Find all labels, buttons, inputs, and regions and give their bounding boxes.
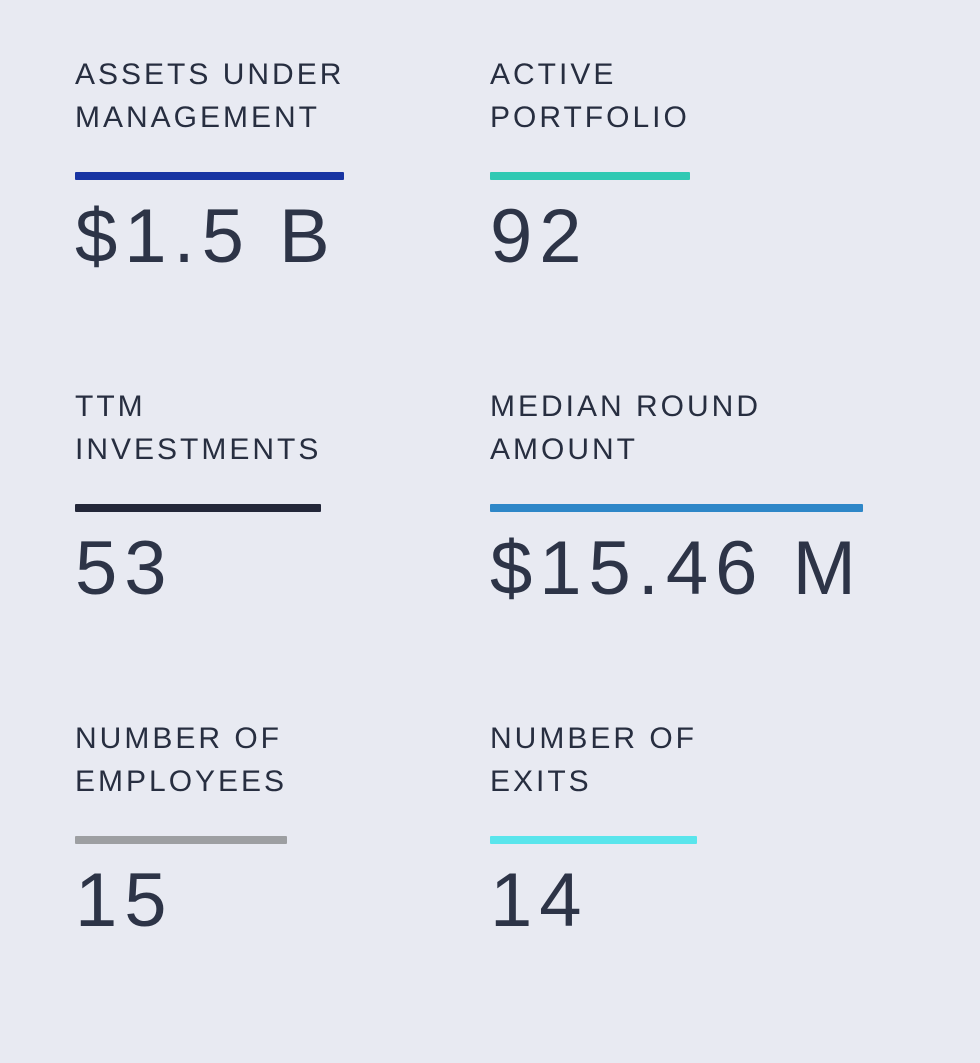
stat-label-line1: ASSETS UNDER [75,58,345,91]
stat-card-number-of-employees: NUMBER OF EMPLOYEES 15 [75,718,288,1050]
stat-label-line2: AMOUNT [490,432,638,466]
stat-label-line1: TTM [75,390,146,423]
stat-value: $15.46 M [490,526,863,612]
stat-label: NUMBER OF EMPLOYEES [75,718,287,803]
stat-accent-divider [75,172,345,181]
stat-label: TTM INVESTMENTS [75,386,321,471]
stat-label-line1: ACTIVE [490,58,617,91]
stat-value: 53 [75,526,174,612]
stat-label-line2: PORTFOLIO [490,100,690,134]
stat-label-line2: EXITS [490,764,592,798]
stat-label: NUMBER OF EXITS [490,718,697,803]
stat-accent-divider [75,836,288,845]
stat-label: ACTIVE PORTFOLIO [490,54,690,139]
stat-card-active-portfolio: ACTIVE PORTFOLIO 92 [490,54,690,386]
stat-label-line2: MANAGEMENT [75,100,321,134]
stat-card-number-of-exits: NUMBER OF EXITS 14 [490,718,697,1050]
stat-accent-divider [490,172,690,181]
stat-value: 92 [490,194,589,280]
stat-label-line2: INVESTMENTS [75,432,322,466]
stat-value: 14 [490,858,589,944]
stat-label-line1: NUMBER OF [75,722,282,755]
stat-label: ASSETS UNDER MANAGEMENT [75,54,344,139]
stat-accent-divider [490,836,697,845]
stat-label-line2: EMPLOYEES [75,764,288,798]
stat-card-ttm-investments: TTM INVESTMENTS 53 [75,386,322,718]
stat-value: 15 [75,858,174,944]
stat-card-median-round-amount: MEDIAN ROUND AMOUNT $15.46 M [490,386,863,718]
stat-card-assets-under-management: ASSETS UNDER MANAGEMENT $1.5 B [75,54,345,386]
stat-accent-divider [490,504,863,513]
stat-label-line1: NUMBER OF [490,722,697,755]
stat-accent-divider [75,504,322,513]
stat-value: $1.5 B [75,194,337,280]
stat-label: MEDIAN ROUND AMOUNT [490,386,863,471]
stat-label-line1: MEDIAN ROUND [490,390,762,423]
